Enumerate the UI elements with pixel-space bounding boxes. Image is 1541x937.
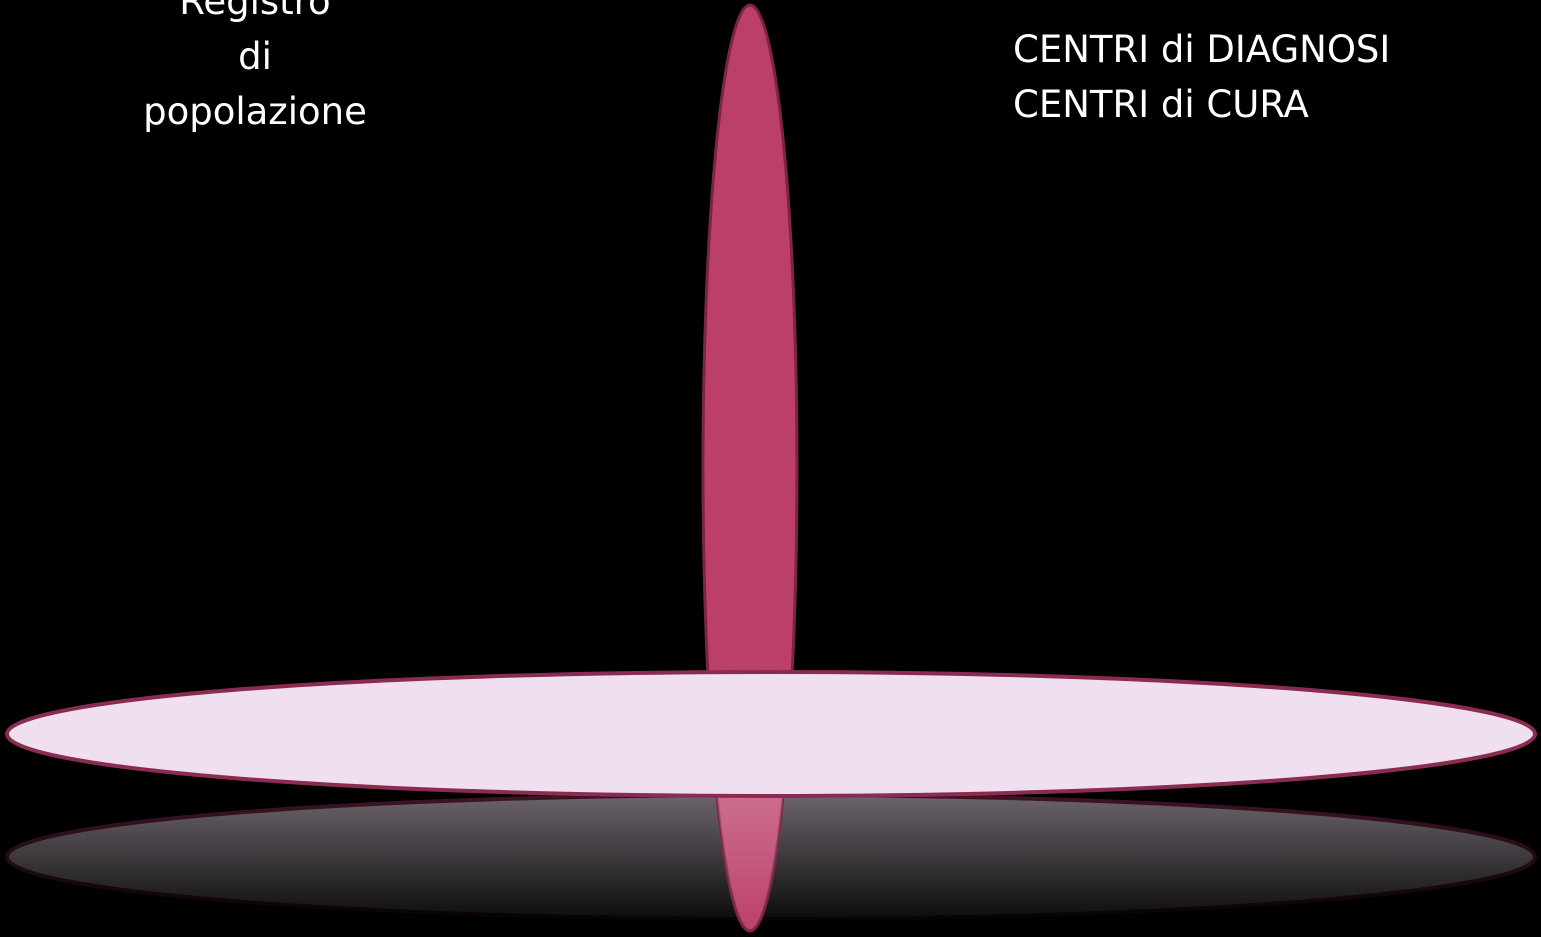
- left-label-line-2: di: [238, 35, 272, 78]
- population-registry-label: Registro di popolazione: [70, 0, 440, 139]
- centers-label: CENTRI di DIAGNOSI CENTRI di CURA: [1013, 22, 1390, 132]
- left-label-line-1: Registro: [179, 0, 331, 23]
- horizontal-ellipse: [5, 670, 1537, 798]
- right-label-line-2: CENTRI di CURA: [1013, 83, 1309, 126]
- right-label-line-1: CENTRI di DIAGNOSI: [1013, 28, 1391, 71]
- left-label-line-3: popolazione: [143, 90, 367, 133]
